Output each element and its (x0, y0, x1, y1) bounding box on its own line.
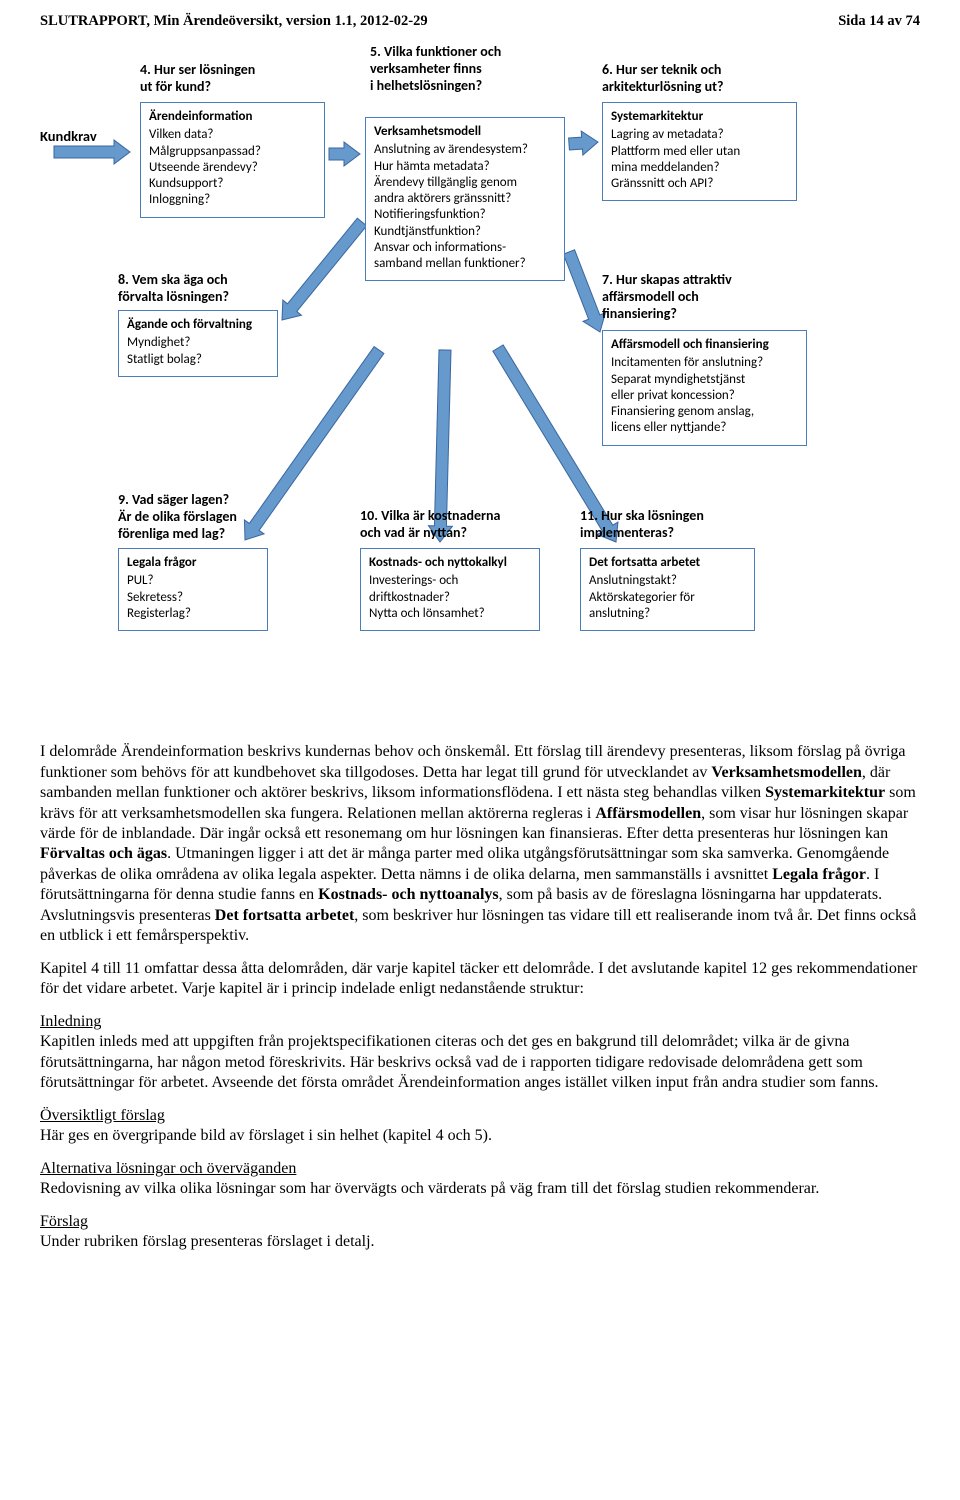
node-n10: Kostnads- och nyttokalkylInvesterings- o… (360, 548, 540, 631)
question-q10: 10. Vilka är kostnadernaoch vad är nytta… (360, 508, 500, 542)
sect-head-oversiktligt: Översiktligt förslag (40, 1107, 165, 1124)
overview-diagram: Kundkrav 4. Hur ser lösningenut för kund… (40, 42, 920, 742)
para-1: I delområde Ärendeinformation beskrivs k… (40, 742, 920, 947)
header-right: Sida 14 av 74 (838, 12, 920, 30)
node-n9: Legala frågorPUL?Sekretess?Registerlag? (118, 548, 268, 631)
arrow-n5-to-n6 (568, 130, 599, 156)
node-n7: Affärsmodell och finansieringIncitamente… (602, 330, 807, 446)
node-n11: Det fortsatta arbetetAnslutningstakt?Akt… (580, 548, 755, 631)
question-q6: 6. Hur ser teknik ocharkitekturlösning u… (602, 62, 723, 96)
sect-head-forslag: Förslag (40, 1213, 88, 1230)
question-q5: 5. Vilka funktioner ochverksamheter finn… (370, 44, 501, 94)
question-q4: 4. Hur ser lösningenut för kund? (140, 62, 255, 96)
sect-body-forslag: Under rubriken förslag presenteras försl… (40, 1233, 375, 1250)
kundkrav-label: Kundkrav (40, 127, 97, 145)
node-n6: SystemarkitekturLagring av metadata?Plat… (602, 102, 797, 201)
page-header: SLUTRAPPORT, Min Ärendeöversikt, version… (40, 12, 920, 30)
header-left: SLUTRAPPORT, Min Ärendeöversikt, version… (40, 12, 428, 30)
arrow-n4-to-n5 (329, 142, 360, 166)
arrow-n5-to-n8 (273, 215, 372, 328)
question-q7: 7. Hur skapas attraktivaffärsmodell ochf… (602, 272, 732, 322)
question-q9: 9. Vad säger lagen?Är de olika förslagen… (118, 492, 237, 542)
body-text: I delområde Ärendeinformation beskrivs k… (40, 742, 920, 1252)
sect-alternativa: Alternativa lösningar och överväganden Re… (40, 1159, 920, 1200)
node-n4: ÄrendeinformationVilken data?Målgruppsan… (140, 102, 325, 218)
para-2: Kapitel 4 till 11 omfattar dessa åtta de… (40, 959, 920, 1000)
question-q8: 8. Vem ska äga ochförvalta lösningen? (118, 272, 229, 306)
sect-head-inledning: Inledning (40, 1013, 101, 1030)
sect-oversiktligt: Översiktligt förslag Här ges en övergripa… (40, 1106, 920, 1147)
sect-inledning: Inledning Kapitlen inleds med att uppgift… (40, 1012, 920, 1094)
sect-body-oversiktligt: Här ges en övergripande bild av förslage… (40, 1127, 492, 1144)
sect-head-alternativa: Alternativa lösningar och överväganden (40, 1160, 296, 1177)
sect-body-alternativa: Redovisning av vilka olika lösningar som… (40, 1180, 819, 1197)
question-q11: 11. Hur ska lösningenimplementeras? (580, 508, 704, 542)
sect-body-inledning: Kapitlen inleds med att uppgiften från p… (40, 1033, 879, 1091)
node-n8: Ägande och förvaltningMyndighet?Statligt… (118, 310, 278, 377)
node-n5: VerksamhetsmodellAnslutning av ärendesys… (365, 117, 565, 281)
sect-forslag: Förslag Under rubriken förslag presentera… (40, 1212, 920, 1253)
